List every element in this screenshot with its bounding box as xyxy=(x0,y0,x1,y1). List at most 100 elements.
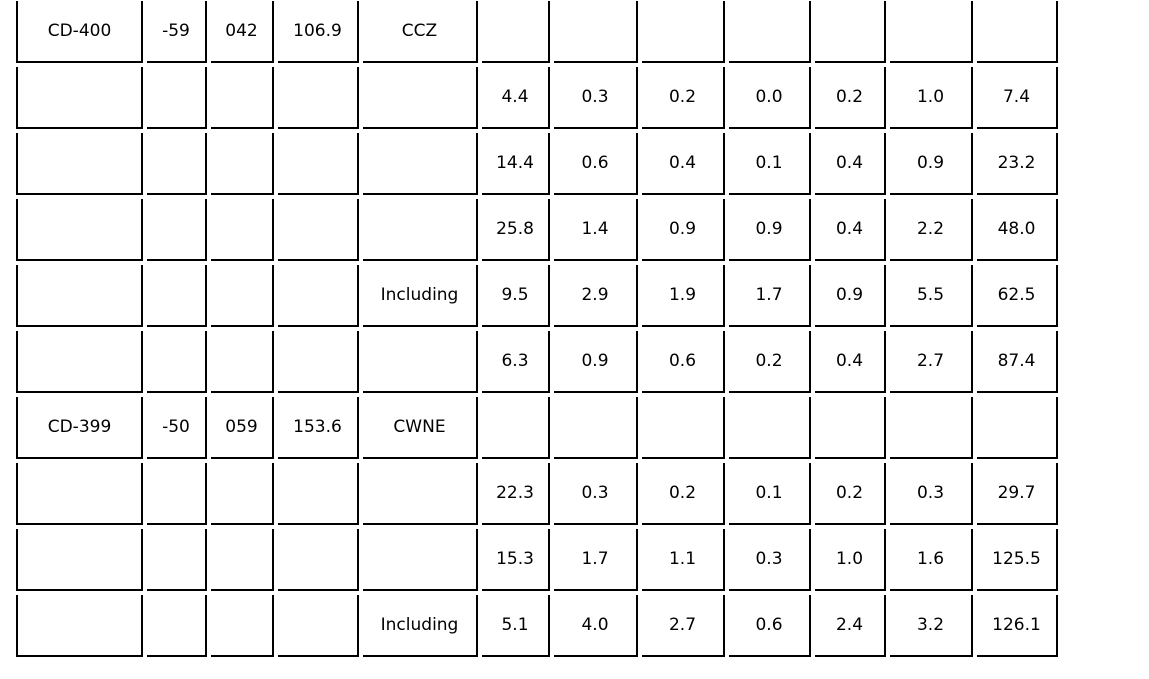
table-cell: 042 xyxy=(211,1,274,63)
table-cell: 0.4 xyxy=(815,331,886,393)
table-cell xyxy=(278,67,359,129)
table-cell xyxy=(363,199,478,261)
table-cell: 5.1 xyxy=(482,595,550,657)
table-row: 4.4 0.3 0.2 0.0 0.2 1.0 7.4 xyxy=(16,67,1058,129)
table-cell xyxy=(147,463,207,525)
table-cell: 48.0 xyxy=(977,199,1058,261)
table-cell: 1.9 xyxy=(642,265,725,327)
table-cell: 0.6 xyxy=(554,133,638,195)
table-cell xyxy=(147,133,207,195)
table-cell xyxy=(363,463,478,525)
table-row: Including 9.5 2.9 1.9 1.7 0.9 5.5 62.5 xyxy=(16,265,1058,327)
table-cell: -59 xyxy=(147,1,207,63)
table-cell: 62.5 xyxy=(977,265,1058,327)
table-cell: CD-399 xyxy=(16,397,143,459)
table-cell: 0.2 xyxy=(815,463,886,525)
table-cell: -50 xyxy=(147,397,207,459)
table-cell xyxy=(211,67,274,129)
table-cell xyxy=(278,331,359,393)
table-cell: 0.9 xyxy=(890,133,973,195)
table-cell: 7.4 xyxy=(977,67,1058,129)
table-row: 25.8 1.4 0.9 0.9 0.4 2.2 48.0 xyxy=(16,199,1058,261)
table-cell: 0.3 xyxy=(890,463,973,525)
table-cell: 0.2 xyxy=(642,67,725,129)
table-cell xyxy=(363,67,478,129)
table-cell: 3.2 xyxy=(890,595,973,657)
table-cell xyxy=(16,265,143,327)
table-cell xyxy=(363,529,478,591)
table-cell xyxy=(363,133,478,195)
table-cell xyxy=(729,1,811,63)
table-cell: 6.3 xyxy=(482,331,550,393)
table-cell: 0.9 xyxy=(815,265,886,327)
table-cell: 0.1 xyxy=(729,463,811,525)
table-cell: 2.2 xyxy=(890,199,973,261)
table-cell: 4.0 xyxy=(554,595,638,657)
table-cell xyxy=(482,397,550,459)
table-cell xyxy=(554,397,638,459)
drill-results-table: CD-400 -59 042 106.9 CCZ 4.4 0.3 0.2 0.0 0.2 1.0 7.… xyxy=(12,0,1062,661)
table-cell xyxy=(147,67,207,129)
table-cell xyxy=(16,67,143,129)
table-cell: 059 xyxy=(211,397,274,459)
table-cell xyxy=(278,199,359,261)
table-cell: CD-400 xyxy=(16,1,143,63)
table-cell xyxy=(147,529,207,591)
table-row: 14.4 0.6 0.4 0.1 0.4 0.9 23.2 xyxy=(16,133,1058,195)
table-row: 6.3 0.9 0.6 0.2 0.4 2.7 87.4 xyxy=(16,331,1058,393)
table-cell: 153.6 xyxy=(278,397,359,459)
table-cell: 0.6 xyxy=(642,331,725,393)
table-row: CD-400 -59 042 106.9 CCZ xyxy=(16,1,1058,63)
table-cell: 14.4 xyxy=(482,133,550,195)
table-cell: 0.4 xyxy=(815,133,886,195)
table-cell: 2.7 xyxy=(890,331,973,393)
table-cell: 0.2 xyxy=(815,67,886,129)
table-cell xyxy=(16,463,143,525)
table-row: 22.3 0.3 0.2 0.1 0.2 0.3 29.7 xyxy=(16,463,1058,525)
table-cell: 0.1 xyxy=(729,133,811,195)
table-cell xyxy=(16,331,143,393)
table-cell: 87.4 xyxy=(977,331,1058,393)
table-cell: 126.1 xyxy=(977,595,1058,657)
table-cell: 0.9 xyxy=(554,331,638,393)
table-cell: CCZ xyxy=(363,1,478,63)
table-cell: Including xyxy=(363,595,478,657)
table-cell: 0.6 xyxy=(729,595,811,657)
table-cell: 25.8 xyxy=(482,199,550,261)
table-cell xyxy=(147,265,207,327)
table-cell xyxy=(16,199,143,261)
table-cell xyxy=(815,1,886,63)
table-cell xyxy=(211,331,274,393)
table-cell: 9.5 xyxy=(482,265,550,327)
table-cell xyxy=(278,529,359,591)
table-cell xyxy=(211,265,274,327)
table-cell: 0.9 xyxy=(729,199,811,261)
table-cell xyxy=(642,1,725,63)
table-cell: 2.4 xyxy=(815,595,886,657)
table-cell: 4.4 xyxy=(482,67,550,129)
table-cell: 0.2 xyxy=(729,331,811,393)
table-cell xyxy=(211,595,274,657)
table-cell: CWNE xyxy=(363,397,478,459)
table-cell: 23.2 xyxy=(977,133,1058,195)
table-cell xyxy=(147,331,207,393)
table-cell xyxy=(642,397,725,459)
table-cell xyxy=(815,397,886,459)
table-cell: 0.0 xyxy=(729,67,811,129)
table-cell: 1.6 xyxy=(890,529,973,591)
table-cell xyxy=(278,463,359,525)
table-cell xyxy=(278,133,359,195)
table-cell: 2.9 xyxy=(554,265,638,327)
table-cell xyxy=(211,133,274,195)
table-cell: 0.3 xyxy=(554,67,638,129)
table-cell: 1.4 xyxy=(554,199,638,261)
table-cell xyxy=(363,331,478,393)
table-cell xyxy=(16,133,143,195)
table-cell xyxy=(16,529,143,591)
table-cell: 0.4 xyxy=(815,199,886,261)
table-cell: 0.2 xyxy=(642,463,725,525)
table-cell xyxy=(278,265,359,327)
table-cell: 15.3 xyxy=(482,529,550,591)
table-cell: 125.5 xyxy=(977,529,1058,591)
table-cell xyxy=(890,397,973,459)
